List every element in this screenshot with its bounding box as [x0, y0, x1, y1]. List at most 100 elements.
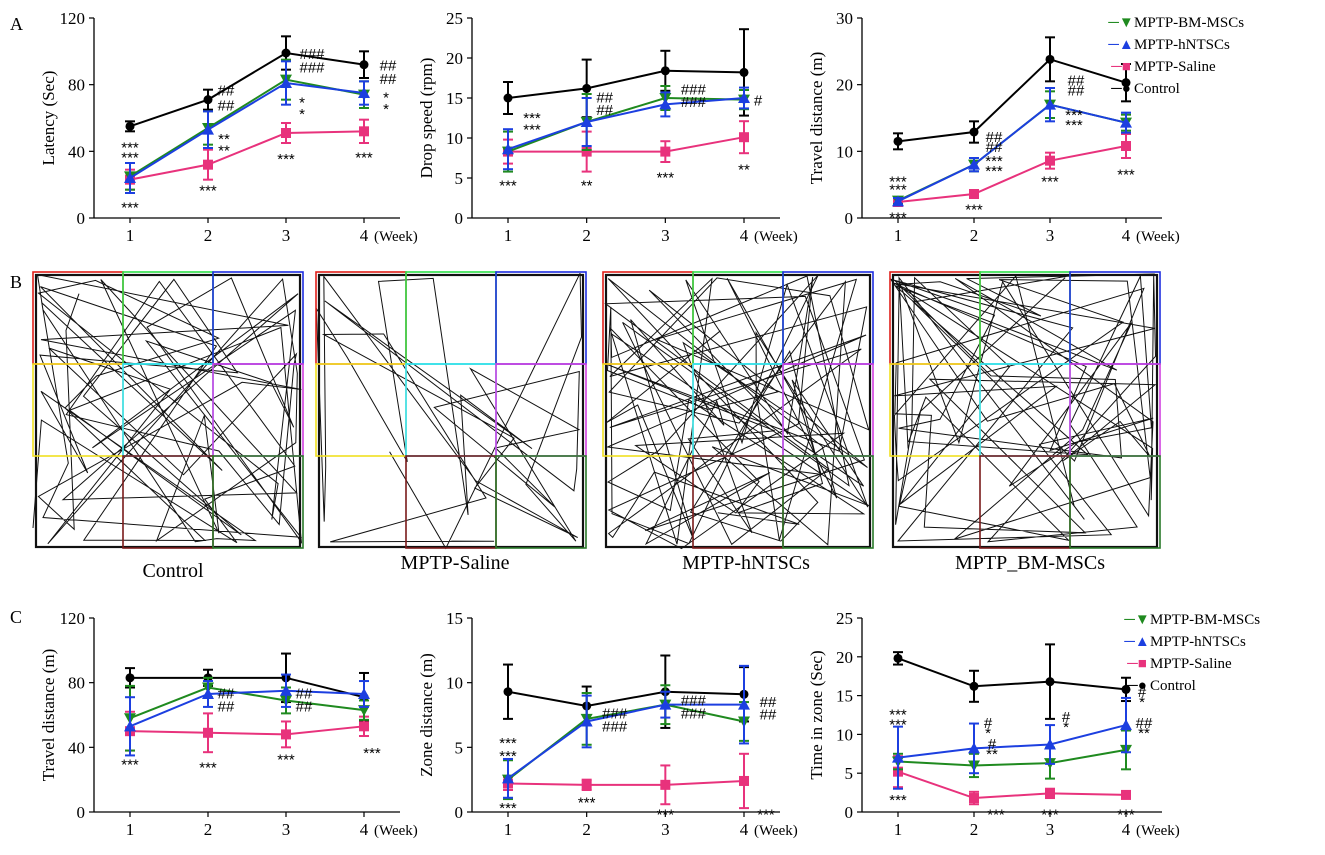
significance-label: ***: [985, 153, 1003, 170]
data-point: [502, 143, 514, 155]
data-point: [359, 126, 369, 137]
significance-label: ***: [199, 760, 217, 777]
data-point: [202, 123, 214, 135]
significance-label: ***: [277, 752, 295, 769]
track-image: [889, 271, 1161, 549]
series-line: [129, 78, 365, 178]
significance-label: ###: [299, 59, 325, 76]
maze-caption-mptp-saline: MPTP-Saline: [400, 552, 510, 574]
significance-label: ***: [1065, 117, 1083, 134]
series-line: [897, 58, 1127, 143]
significance-label: ***: [889, 182, 907, 199]
circle-icon: ─●: [1127, 678, 1147, 694]
significance-label: *: [1139, 694, 1145, 711]
track-image: [32, 271, 304, 549]
y-tick-label: 5: [455, 738, 464, 757]
y-tick-label: 15: [836, 687, 853, 706]
y-tick-label: 10: [836, 142, 853, 161]
data-point: [1121, 78, 1131, 88]
x-axis-unit: (Week): [754, 823, 798, 839]
series-line: [507, 97, 745, 151]
series-control: [503, 28, 749, 119]
y-tick-label: 25: [836, 609, 853, 628]
zone-cell: [212, 271, 304, 365]
data-point: [581, 146, 592, 157]
series-mptp-saline: [125, 118, 369, 191]
series-line: [897, 770, 1127, 800]
data-point: [739, 67, 749, 77]
data-point: [281, 729, 291, 740]
square-icon: ─■: [1111, 59, 1131, 75]
significance-label: #: [984, 715, 993, 732]
significance-label: *: [985, 725, 991, 742]
data-point: [358, 87, 370, 98]
x-tick-label: 3: [661, 820, 670, 839]
data-point: [892, 195, 904, 207]
significance-label: ##: [986, 129, 1003, 146]
data-point: [1121, 789, 1131, 800]
series-mptp-hntscs: [502, 664, 750, 799]
track-image: [315, 271, 587, 550]
zone-cell: [315, 271, 407, 365]
legend-a: ─▼ MPTP-BM-MSCs ─▲ MPTP-hNTSCs ─■ MPTP-Sali…: [1108, 12, 1244, 100]
significance-label: ***: [889, 706, 907, 723]
data-point: [203, 159, 213, 170]
data-point: [659, 98, 672, 110]
significance-label: ***: [1041, 807, 1059, 824]
significance-label: ***: [889, 717, 907, 734]
significance-label: ##: [380, 58, 397, 75]
significance-label: ##: [596, 102, 613, 119]
significance-label: ***: [355, 149, 373, 166]
significance-label: ***: [1065, 107, 1083, 124]
series-mptp-bm-mscs: [124, 58, 370, 191]
data-point: [124, 720, 136, 732]
y-tick-label: 0: [845, 209, 854, 228]
data-point: [969, 681, 979, 691]
data-point: [660, 66, 670, 76]
trajectory-path: [604, 274, 870, 550]
x-tick-label: 3: [1046, 820, 1055, 839]
data-point: [1044, 738, 1056, 750]
significance-label: ***: [657, 169, 675, 186]
y-tick-label: 80: [68, 76, 85, 95]
significance-label: #: [754, 93, 763, 110]
y-tick-label: 5: [845, 764, 854, 783]
significance-label: ##: [218, 685, 235, 702]
data-point: [582, 83, 592, 93]
data-point: [202, 687, 214, 699]
series-control: [125, 35, 369, 133]
data-point: [580, 116, 593, 127]
x-axis-unit: (Week): [374, 823, 418, 839]
significance-label: ##: [218, 83, 235, 100]
series-mptp-saline: [503, 752, 749, 810]
series-line: [897, 145, 1127, 203]
series-line: [507, 96, 745, 153]
y-tick-label: 10: [446, 674, 463, 693]
data-point: [203, 95, 213, 105]
series-line: [129, 686, 365, 720]
data-point: [738, 698, 750, 710]
series-mptp-saline: [125, 710, 369, 754]
y-tick-label: 0: [77, 209, 86, 228]
series-line: [129, 130, 365, 181]
series-line: [507, 690, 745, 707]
x-axis-unit: (Week): [754, 229, 798, 245]
legend-item: ─● Control: [1108, 78, 1244, 100]
significance-label: ###: [602, 705, 628, 722]
maze-caption-control: Control: [142, 560, 204, 582]
legend-item: ─● Control: [1124, 675, 1260, 697]
series-mptp-hntscs: [892, 696, 1132, 790]
zone-cell: [212, 455, 304, 549]
y-tick-label: 15: [446, 609, 463, 628]
significance-label: **: [218, 143, 230, 160]
x-tick-label: 4: [740, 820, 749, 839]
significance-label: ###: [681, 705, 707, 722]
significance-label: ***: [523, 121, 541, 138]
significance-label: ***: [1041, 174, 1059, 191]
data-point: [125, 121, 135, 131]
x-tick-label: 4: [740, 226, 749, 245]
data-point: [892, 751, 904, 763]
significance-label: ***: [757, 806, 775, 823]
significance-label: ***: [1117, 166, 1135, 183]
